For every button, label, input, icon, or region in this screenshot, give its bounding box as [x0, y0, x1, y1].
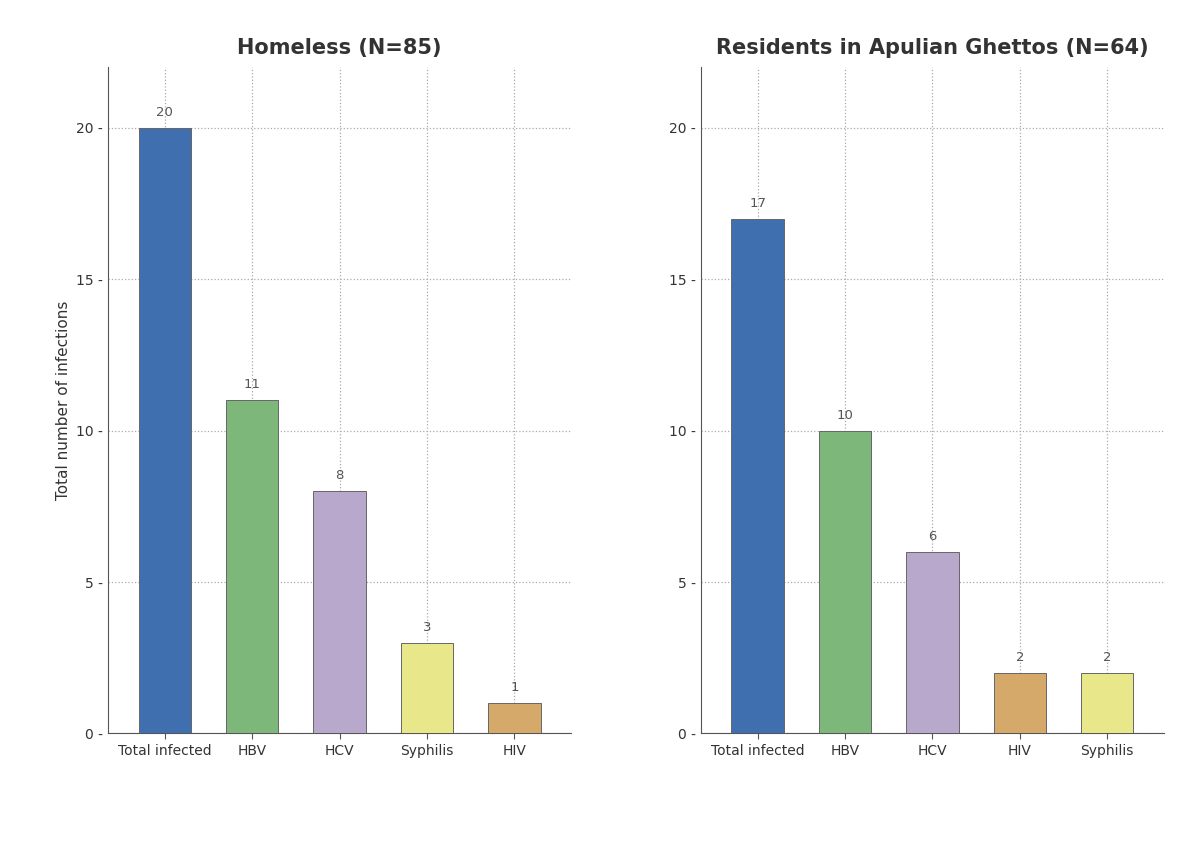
Bar	[906, 552, 959, 733]
Y-axis label: Total number of infections: Total number of infections	[55, 301, 71, 500]
Text: 2: 2	[1015, 651, 1024, 663]
Bar	[732, 219, 784, 733]
Text: 6: 6	[929, 529, 937, 543]
Text: 17: 17	[749, 196, 766, 210]
Text: 20: 20	[156, 106, 173, 119]
Bar	[226, 400, 278, 733]
Text: 1: 1	[510, 681, 518, 694]
Bar	[313, 491, 366, 733]
Bar	[994, 673, 1046, 733]
Text: 8: 8	[335, 470, 343, 482]
Bar	[401, 642, 454, 733]
Text: 2: 2	[1103, 651, 1111, 663]
Bar	[818, 431, 871, 733]
Bar	[488, 703, 540, 733]
Title: Homeless (N=85): Homeless (N=85)	[238, 38, 442, 57]
Bar	[138, 128, 191, 733]
Title: Residents in Apulian Ghettos (N=64): Residents in Apulian Ghettos (N=64)	[716, 38, 1148, 57]
Text: 3: 3	[422, 620, 431, 634]
Text: 10: 10	[836, 409, 853, 422]
Bar	[1081, 673, 1134, 733]
Text: 11: 11	[244, 379, 260, 391]
